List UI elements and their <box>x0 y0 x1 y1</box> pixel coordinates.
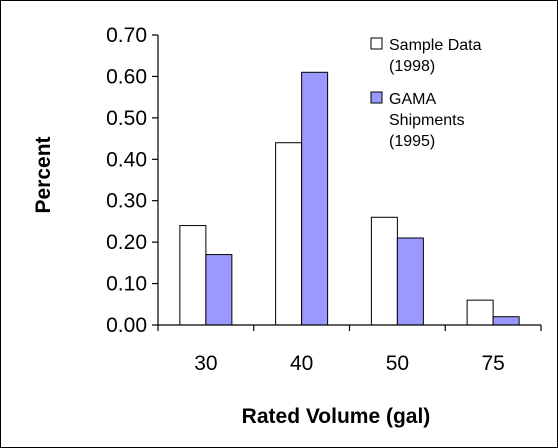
legend-swatch-sample-data <box>370 37 383 50</box>
bar-sample-data-30 <box>179 225 207 326</box>
y-axis-title: Percent <box>32 136 55 213</box>
bar-sample-data-75 <box>466 299 494 326</box>
x-tick-label: 75 <box>481 352 504 375</box>
y-tick-label: 0.40 <box>106 148 147 171</box>
y-tick-label: 0.70 <box>106 24 147 47</box>
bar-gama-shipments-40 <box>301 71 329 326</box>
y-tick-label: 0.20 <box>106 231 147 254</box>
y-tick-label: 0.00 <box>106 314 147 337</box>
legend-label-gama-shipments: GAMA Shipments (1995) <box>389 91 465 150</box>
bar-gama-shipments-50 <box>396 237 424 326</box>
bar-gama-shipments-30 <box>205 254 233 326</box>
x-tick-label: 50 <box>386 352 409 375</box>
bar-sample-data-40 <box>275 142 303 326</box>
y-tick-label: 0.50 <box>106 107 147 130</box>
y-tick-label: 0.30 <box>106 190 147 213</box>
x-tick-label: 30 <box>194 352 217 375</box>
bar-gama-shipments-75 <box>492 316 520 326</box>
y-tick-label: 0.10 <box>106 273 147 296</box>
legend-swatch-gama-shipments <box>370 91 383 104</box>
legend-label-sample-data: Sample Data (1998) <box>389 37 482 75</box>
bar-sample-data-50 <box>370 216 398 326</box>
x-axis-title: Rated Volume (gal) <box>242 405 431 428</box>
x-tick-label: 40 <box>290 352 313 375</box>
y-tick-label: 0.60 <box>106 65 147 88</box>
